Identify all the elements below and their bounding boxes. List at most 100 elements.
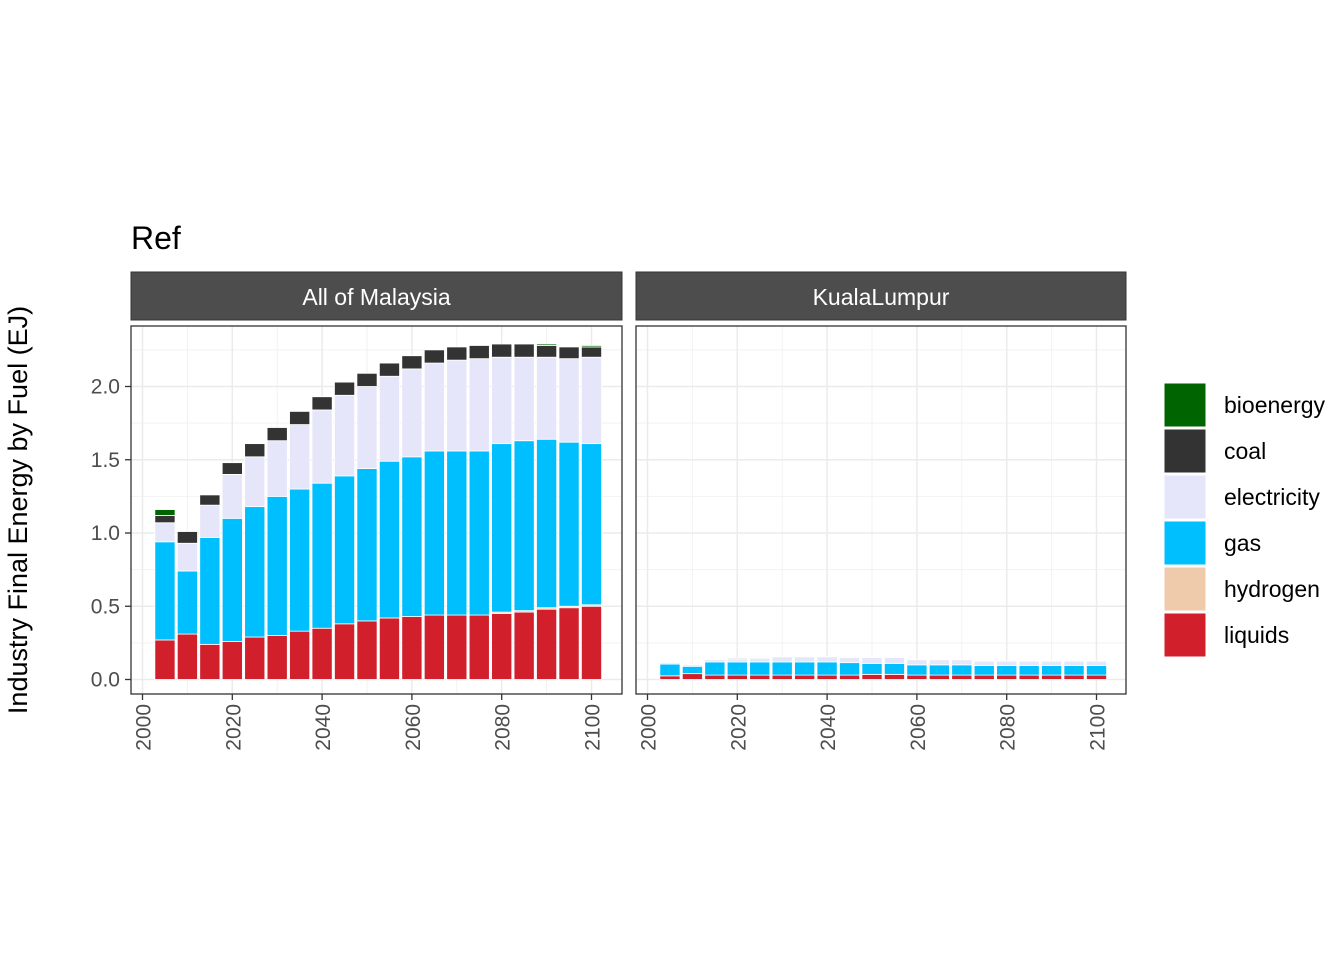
bar-electricity-2070: [446, 359, 468, 452]
bar-gas-2095: [1063, 665, 1085, 676]
bar-coal-2060: [401, 355, 423, 370]
y-tick-label: 2.0: [91, 376, 120, 399]
bar-coal-2035: [289, 411, 311, 425]
legend: bioenergy coal electricity gas hydrogen liqui…: [1163, 382, 1326, 658]
bar-liquids-2085: [1018, 674, 1040, 680]
bar-gas-2100: [1085, 665, 1108, 676]
legend-key-bioenergy: [1163, 382, 1207, 428]
bar-gas-2010: [681, 665, 703, 675]
y-tick-label: 0.0: [91, 669, 120, 692]
bar-gas-2085: [1018, 665, 1040, 676]
bar-coal-2080: [491, 343, 513, 358]
bar-coal-2010: [176, 531, 198, 544]
chart-title: Ref: [131, 220, 181, 256]
bar-liquids-2090: [536, 608, 558, 680]
bar-gas-2045: [839, 662, 861, 676]
legend-item-hydrogen: hydrogen: [1163, 566, 1320, 612]
bar-liquids-2005: [154, 639, 176, 680]
y-tick-label: 1.0: [91, 522, 120, 545]
bar-gas-2055: [883, 662, 905, 675]
bar-liquids-2015: [199, 643, 221, 680]
bar-electricity-2015: [704, 659, 726, 663]
y-tick-label: 1.5: [91, 449, 120, 472]
bar-gas-2040: [816, 661, 838, 676]
bar-coal-2100: [580, 346, 603, 358]
bar-gas-2085: [513, 440, 535, 612]
facet-strip-label: All of Malaysia: [302, 284, 450, 310]
bar-liquids-2065: [423, 614, 445, 680]
bar-gas-2035: [289, 488, 311, 632]
bar-electricity-2025: [749, 657, 771, 663]
bar-coal-2085: [513, 343, 535, 358]
bar-liquids-2035: [289, 630, 311, 680]
bar-liquids-2055: [883, 673, 905, 680]
bar-electricity-2095: [558, 358, 580, 443]
bar-liquids-2010: [176, 633, 198, 680]
legend-key-gas: [1163, 520, 1207, 566]
bar-electricity-2040: [816, 657, 838, 663]
bar-gas-2100: [580, 443, 603, 606]
bar-coal-2005: [154, 515, 176, 524]
bars: [154, 343, 603, 680]
bar-liquids-2070: [951, 674, 973, 680]
bar-electricity-2050: [861, 657, 883, 664]
bar-electricity-2090: [536, 356, 558, 440]
bar-gas-2080: [996, 665, 1018, 676]
bar-electricity-2060: [401, 368, 423, 458]
legend-label-electricity: electricity: [1224, 484, 1320, 510]
bar-coal-2030: [266, 427, 288, 442]
bar-liquids-2070: [446, 614, 468, 680]
bar-liquids-2015: [704, 674, 726, 680]
bar-liquids-2025: [244, 636, 266, 680]
bar-coal-2050: [356, 372, 378, 387]
bar-coal-2035: [794, 656, 816, 658]
bar-gas-2075: [973, 665, 995, 676]
x-tick-label: 2000: [133, 704, 156, 751]
bar-gas-2060: [401, 456, 423, 617]
bar-electricity-2100: [580, 356, 603, 445]
bar-gas-2015: [199, 536, 221, 645]
bars: [659, 656, 1108, 680]
legend-key-liquids: [1163, 612, 1207, 658]
bar-gas-2015: [704, 661, 726, 676]
bar-gas-2090: [1041, 665, 1063, 676]
bar-liquids-2030: [266, 635, 288, 680]
bar-liquids-2050: [861, 673, 883, 680]
minor-gridlines: [636, 326, 1126, 694]
bar-gas-2030: [266, 495, 288, 636]
bar-coal-2040: [816, 656, 838, 658]
bar-electricity-2075: [468, 358, 490, 452]
bar-liquids-2095: [1063, 674, 1085, 680]
bar-electricity-2040: [311, 409, 333, 484]
bar-coal-2005: [659, 661, 681, 664]
bar-electricity-2010: [681, 664, 703, 667]
bar-liquids-2010: [681, 673, 703, 680]
bar-electricity-2055: [883, 657, 905, 664]
legend-key-electricity: [1163, 474, 1207, 520]
bar-gas-2005: [659, 663, 681, 677]
bar-coal-2095: [558, 346, 580, 360]
bar-liquids-2030: [771, 674, 793, 680]
bar-gas-2090: [536, 438, 558, 609]
bar-gas-2025: [244, 506, 266, 638]
bar-electricity-2005: [154, 522, 176, 543]
bar-liquids-2040: [311, 627, 333, 680]
bar-gas-2045: [334, 475, 356, 625]
bar-coal-2020: [726, 657, 748, 660]
bar-liquids-2065: [928, 674, 950, 680]
bar-liquids-2005: [659, 675, 681, 680]
bar-gas-2070: [951, 664, 973, 676]
facet-panel-0: All of Malaysia 2000 2020 2040 2060 2080 2100 0…: [91, 271, 623, 751]
facet-strip: [130, 271, 623, 321]
bar-liquids-2075: [973, 674, 995, 680]
bar-electricity-2070: [951, 659, 973, 666]
bar-bioenergy-2005: [154, 509, 176, 516]
bar-electricity-2045: [839, 657, 861, 664]
bar-liquids-2060: [906, 674, 928, 680]
x-tick-label: 2000: [638, 704, 661, 751]
legend-label-coal: coal: [1224, 438, 1266, 464]
bar-coal-2070: [446, 346, 468, 361]
y-tick-label: 0.5: [91, 595, 120, 618]
bar-gas-2080: [491, 443, 513, 613]
